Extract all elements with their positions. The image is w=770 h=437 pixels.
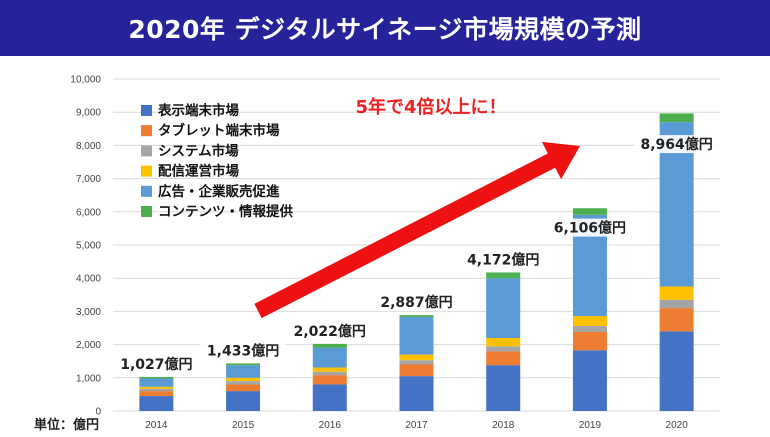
bar-segment [139,388,174,392]
bar-segment [399,354,434,361]
y-tick-label: 7,000 [76,174,101,185]
bar-segment [226,384,261,392]
growth-annotation: 5年で4倍以上に！ [355,96,506,118]
total-label-bg [374,293,459,312]
bar-segment [139,378,174,387]
total-label: 2,887億円 [380,294,452,311]
bar-segment [572,331,607,351]
bar-segment [659,308,694,332]
y-tick-label: 3,000 [76,307,101,318]
total-label-bg [460,250,546,269]
legend-label: 広告・企業販売促進 [158,183,280,200]
total-label: 1,433億円 [207,342,279,359]
growth-arrow [254,141,580,319]
bar-segment [486,272,521,279]
bar-segment [659,286,694,300]
total-label-bg [113,354,199,373]
total-label: 1,027億円 [120,356,192,373]
bar-segment [139,391,174,397]
bar-segment [399,364,434,377]
total-label-bg [634,135,720,154]
bar-segment [312,343,347,348]
legend-swatch [141,145,152,157]
bar-segment [139,396,174,411]
x-tick-label: 2014 [145,420,168,431]
x-tick-label: 2015 [232,420,255,431]
bar-segment [486,278,521,338]
bar-segment [399,317,434,355]
y-tick-label: 8,000 [76,141,101,152]
bar-segment [399,315,434,318]
y-tick-label: 5,000 [76,241,101,252]
bar-segment [226,391,261,411]
bar-segment [139,386,174,389]
total-label-bg [200,341,286,360]
legend-swatch [141,105,152,116]
x-tick-label: 2020 [666,420,689,431]
bar-segment [572,350,607,411]
bar-segment [226,365,261,378]
bar-segment [486,337,521,347]
x-tick-label: 2016 [319,420,342,431]
legend-swatch [141,165,152,177]
total-label: 6,106億円 [554,220,626,237]
y-tick-label: 2,000 [76,340,101,351]
bar-segment [486,346,521,352]
bar-segment [659,113,694,123]
bar-segment [226,381,261,385]
y-tick-label: 4,000 [76,274,101,285]
bar-segment [399,376,434,411]
title-banner: 2020年 デジタルサイネージ市場規模の予測 [0,0,770,56]
bar-segment [226,377,261,382]
legend-label: 表示端末市場 [158,102,239,119]
legend-swatch [141,206,152,217]
total-label: 2,022億円 [294,323,366,340]
bar-segment [572,208,607,215]
x-tick-label: 2018 [492,420,515,431]
bar-segment [312,384,347,411]
x-tick-label: 2019 [579,420,602,431]
bar-segment [312,371,347,376]
bar-segment [312,367,347,372]
y-tick-label: 9,000 [76,108,101,119]
bar-segment [399,360,434,365]
legend-swatch [141,125,152,137]
y-tick-label: 1,000 [76,373,101,384]
legend-label: コンテンツ・情報提供 [158,203,293,220]
x-tick-label: 2017 [405,420,428,431]
bar-segment [486,365,521,411]
bar-segment [572,316,607,327]
bar-segment [226,363,261,366]
bar-segment [572,326,607,332]
unit-label: 単位：億円 [34,418,100,433]
bar-segment [312,347,347,368]
legend-label: 配信運営市場 [158,163,239,180]
total-label-bg [287,321,373,340]
bar-segment [659,331,694,411]
legend-swatch [141,185,152,197]
bar-segment [486,351,521,366]
total-label: 4,172億円 [467,251,539,268]
bar-segment [312,375,347,385]
total-label-bg [547,218,633,237]
y-tick-label: 6,000 [76,207,101,218]
chart-title: 2020年 デジタルサイネージ市場規模の予測 [128,15,642,44]
legend-label: タブレット端末市場 [158,122,280,139]
total-label: 8,964億円 [640,136,712,153]
y-tick-label: 0 [95,407,101,418]
bar-segment [659,299,694,309]
bar-segment [139,376,174,379]
y-tick-label: 10,000 [70,75,101,86]
legend-label: システム市場 [158,142,239,159]
